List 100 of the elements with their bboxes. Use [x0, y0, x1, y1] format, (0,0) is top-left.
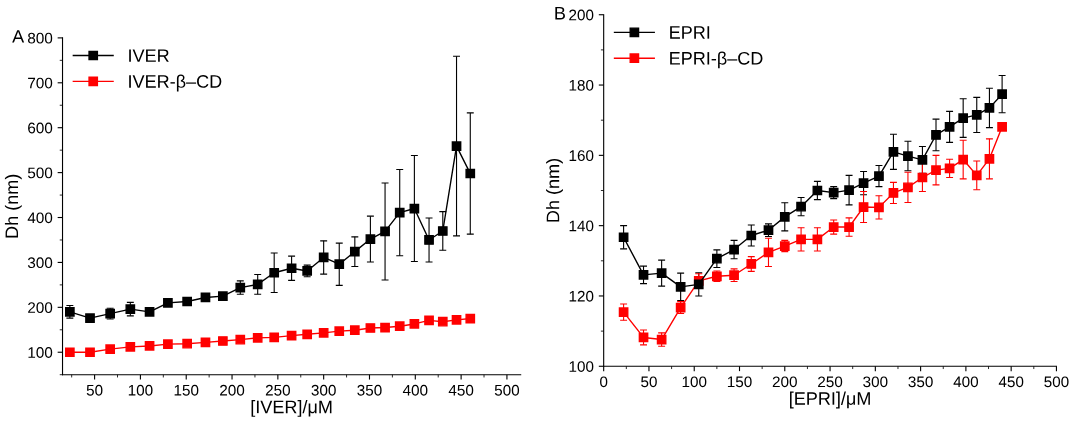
point [828, 222, 839, 232]
point [618, 307, 629, 317]
point [365, 234, 376, 244]
x-tick-label: 150 [727, 376, 752, 388]
point [693, 279, 704, 290]
point [200, 292, 211, 303]
y-tick-label: 800 [27, 32, 53, 44]
x-tick-label: 0 [600, 376, 608, 388]
legend-label: IVER-β–CD [129, 74, 222, 92]
point [618, 232, 629, 243]
point [380, 322, 390, 333]
y-tick-label: 600 [28, 122, 53, 134]
point [465, 313, 476, 324]
point [437, 226, 448, 236]
point [844, 222, 854, 232]
point [269, 332, 280, 343]
point [334, 326, 345, 336]
point [365, 323, 376, 333]
point [984, 154, 995, 164]
x-tick-label: 500 [494, 384, 520, 396]
point [858, 202, 869, 212]
point [844, 185, 854, 196]
point [409, 319, 420, 329]
point [235, 334, 246, 345]
point [85, 347, 95, 358]
y-tick-label: 160 [569, 150, 594, 162]
x-tick-label: 400 [402, 384, 428, 396]
point [85, 313, 95, 323]
point [712, 253, 722, 264]
x-tick-label: 400 [953, 376, 979, 388]
point [252, 279, 263, 290]
point [144, 341, 155, 351]
point [64, 347, 75, 358]
y-tick-label: 180 [569, 79, 594, 91]
point [125, 341, 136, 352]
point [451, 315, 462, 325]
point [465, 168, 476, 179]
x-tick-label: 200 [772, 376, 797, 388]
x-tick-label: 500 [1044, 376, 1069, 388]
text: A [12, 30, 25, 43]
x-tick-label: 200 [220, 384, 245, 396]
legend-label: EPRI-β–CD [670, 51, 763, 69]
point [218, 336, 228, 346]
point [200, 337, 211, 348]
y-tick-label: 500 [27, 167, 53, 179]
point [318, 328, 329, 338]
x-tick-label: 300 [311, 384, 336, 396]
text: B [555, 6, 565, 20]
point [218, 291, 228, 301]
point [746, 230, 757, 241]
x-tick-label: 350 [357, 384, 382, 396]
x-axis-title: [EPRI]/μM [790, 391, 870, 409]
x-tick-label: 100 [682, 376, 707, 388]
point [917, 172, 928, 183]
point [931, 165, 941, 175]
point [888, 146, 899, 157]
point [334, 259, 345, 270]
point [903, 182, 913, 193]
point [380, 226, 390, 237]
point [349, 325, 360, 336]
y-tick-label: 400 [27, 212, 53, 224]
point [971, 110, 982, 120]
point [958, 113, 969, 123]
point [675, 302, 686, 313]
y-tick-label: 120 [569, 290, 594, 302]
point [675, 281, 686, 292]
point [394, 207, 405, 218]
x-tick-label: 250 [265, 384, 290, 396]
y-tick-label: 300 [27, 257, 53, 269]
point [182, 338, 193, 349]
point [252, 333, 263, 343]
point [424, 235, 434, 245]
point [302, 329, 313, 340]
point [997, 89, 1007, 100]
x-tick-label: 450 [998, 376, 1024, 388]
point [917, 155, 928, 165]
x-tick-label: 250 [818, 376, 843, 388]
y-tick-label: 100 [569, 361, 594, 372]
point [394, 321, 405, 332]
y-tick-label: 700 [28, 77, 53, 89]
point [182, 296, 193, 307]
point [858, 178, 869, 188]
x-axis-title: [IVER]/μM [251, 400, 332, 417]
point [796, 234, 806, 245]
point [796, 201, 806, 212]
x-tick-label: 150 [174, 384, 199, 396]
point [971, 170, 982, 181]
y-tick-label: 100 [28, 347, 53, 358]
x-tick-label: 450 [448, 384, 474, 396]
point [874, 171, 884, 181]
point [318, 252, 329, 263]
point [437, 316, 448, 327]
point [888, 188, 899, 198]
point [984, 103, 995, 113]
x-tick-label: 300 [863, 376, 888, 388]
point [105, 344, 116, 354]
point [931, 130, 941, 140]
y-tick-label: 140 [569, 220, 594, 232]
point [424, 315, 434, 326]
point [163, 297, 173, 308]
